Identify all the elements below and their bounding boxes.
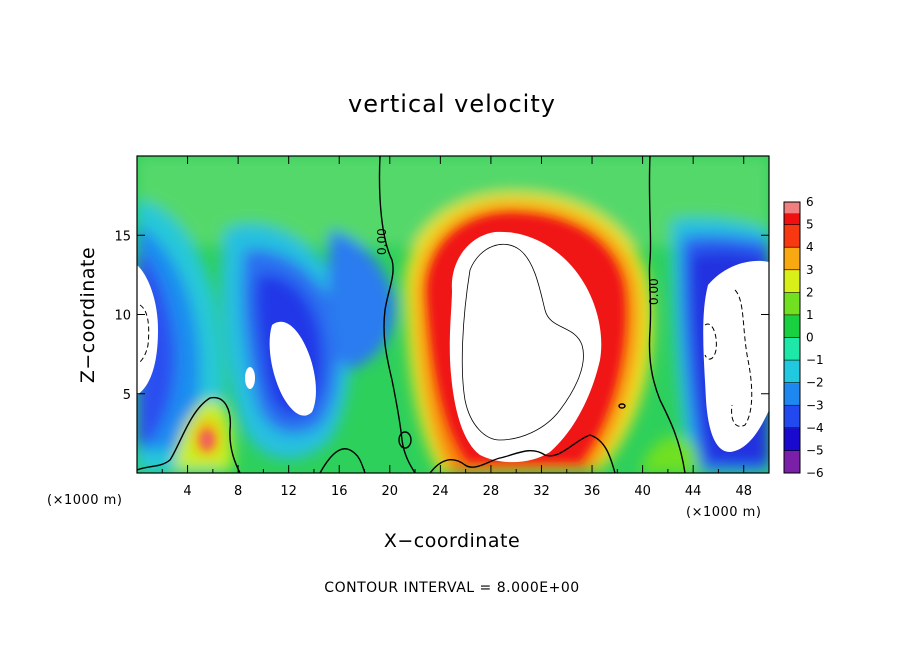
y-tick-label: 15 <box>114 229 131 244</box>
x-tick-label: 32 <box>533 484 550 499</box>
x-tick-label: 20 <box>382 484 399 499</box>
colorbar-swatch <box>784 337 800 361</box>
zero-contour-right <box>648 156 686 473</box>
x-axis-label: X−coordinate <box>384 530 520 552</box>
x-tick-label: 16 <box>331 484 348 499</box>
colorbar-tick-label: 4 <box>806 240 814 254</box>
contour-small-loop <box>398 431 412 449</box>
contour-lines <box>137 156 686 473</box>
y-tick-label: 10 <box>114 309 131 324</box>
plot-area: 0.00 0.00 <box>137 156 769 473</box>
x-tick-label: 44 <box>685 484 702 499</box>
colorbar-swatch <box>784 269 800 293</box>
colorbar-swatch <box>784 314 800 338</box>
colorbar-tick-label: 1 <box>806 308 814 322</box>
colorbar-tick-label: 5 <box>806 218 814 232</box>
neg-contour-left <box>139 304 150 363</box>
x-unit-left: (×1000 m) <box>47 493 122 508</box>
colorbar-tick-label: 3 <box>806 263 814 277</box>
saturated-regions <box>137 231 769 463</box>
colorbar-tick-label: −4 <box>806 421 824 435</box>
inner-contour-center <box>461 243 584 441</box>
colorbar: −6 −5 −4 −3 −2 −1 0 1 2 3 4 5 6 <box>783 195 824 480</box>
contour-lines-thin <box>461 243 584 441</box>
contour-interval-note: CONTOUR INTERVAL = 8.000E+00 <box>324 580 579 596</box>
saturated-region-center <box>449 231 602 463</box>
x-tick-label: 24 <box>432 484 449 499</box>
y-tick-label: 5 <box>123 388 131 403</box>
x-tick-label: 40 <box>634 484 651 499</box>
saturated-region-right <box>703 260 769 452</box>
contour-label-right: 0.00 <box>647 278 661 305</box>
chart-title: vertical velocity <box>348 90 556 118</box>
colorbar-swatch <box>784 405 800 429</box>
colorbar-swatch <box>784 224 800 248</box>
colorbar-tick-label: 2 <box>806 285 814 299</box>
zero-contour-left <box>378 156 416 473</box>
colorbar-swatch <box>784 450 800 474</box>
y-axis-label: Z−coordinate <box>77 247 99 383</box>
contour-bottom-center <box>429 434 616 473</box>
colorbar-tick-label: −5 <box>806 443 824 457</box>
colorbar-swatch <box>784 427 800 451</box>
saturated-region-left <box>137 265 158 395</box>
colorbar-tick-label: −6 <box>806 466 824 480</box>
contour-bottom-mid <box>319 448 366 473</box>
x-tick-label: 12 <box>280 484 297 499</box>
colorbar-swatch <box>784 360 800 384</box>
neg-contour-right <box>731 289 753 427</box>
colorbar-tick-label: −1 <box>806 353 824 367</box>
contour-label-left: 0.00 <box>375 228 389 255</box>
x-tick-label: 8 <box>234 484 242 499</box>
colorbar-tick-label: −2 <box>806 376 824 390</box>
contour-bottom-left <box>137 396 241 473</box>
colorbar-tick-label: 6 <box>806 195 814 209</box>
negative-contours <box>139 289 753 427</box>
x-axis: 4 8 12 16 20 24 28 32 36 40 44 48 <box>161 156 752 499</box>
colorbar-swatch <box>784 247 800 271</box>
saturated-region-mid <box>269 321 316 416</box>
x-tick-label: 48 <box>735 484 752 499</box>
x-tick-label: 36 <box>584 484 601 499</box>
colorbar-swatch <box>784 292 800 316</box>
x-unit-right: (×1000 m) <box>686 505 761 520</box>
colorbar-tick-label: 0 <box>806 331 814 345</box>
colorbar-tick-label: −3 <box>806 398 824 412</box>
colorbar-swatch <box>784 382 800 406</box>
y-axis: 5 10 15 <box>114 229 769 403</box>
x-tick-label: 28 <box>483 484 500 499</box>
x-tick-label: 4 <box>183 484 191 499</box>
neg-contour-right-2 <box>704 323 717 360</box>
colorbar-swatch-top <box>784 202 800 214</box>
